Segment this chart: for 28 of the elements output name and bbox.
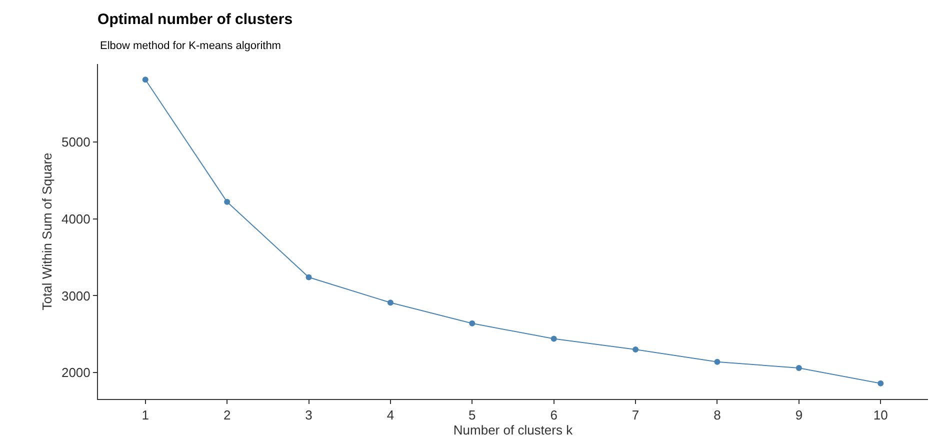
point — [387, 300, 394, 306]
x-tick-label: 9 — [795, 408, 803, 423]
point — [714, 358, 720, 365]
chart-subtitle: Elbow method for K-means algorithm — [100, 40, 281, 52]
x-tick-label: 8 — [714, 408, 721, 423]
y-tick-label: 3000 — [61, 288, 90, 304]
point — [469, 320, 476, 326]
point — [224, 198, 230, 205]
point — [550, 336, 557, 342]
x-tick-label: 5 — [468, 408, 476, 423]
point — [306, 274, 312, 280]
y-tick-label: 2000 — [61, 365, 90, 380]
point — [142, 76, 148, 83]
x-tick-label: 2 — [223, 408, 231, 423]
x-tick-label: 1 — [142, 408, 149, 423]
chart-title: Optimal number of clusters — [98, 10, 293, 28]
point — [632, 346, 639, 353]
x-tick-label: 4 — [386, 408, 394, 423]
point — [878, 380, 884, 386]
y-axis-title: Total Within Sum of Square — [39, 152, 54, 310]
point — [796, 365, 802, 372]
y-tick-label: 4000 — [61, 211, 90, 226]
x-axis-title: Number of clusters k — [453, 422, 574, 438]
x-tick-label: 3 — [305, 408, 312, 423]
y-tick-label: 5000 — [61, 134, 90, 150]
x-tick-label: 6 — [550, 408, 558, 423]
x-tick-label: 7 — [632, 408, 640, 423]
x-tick-label: 10 — [873, 408, 888, 423]
